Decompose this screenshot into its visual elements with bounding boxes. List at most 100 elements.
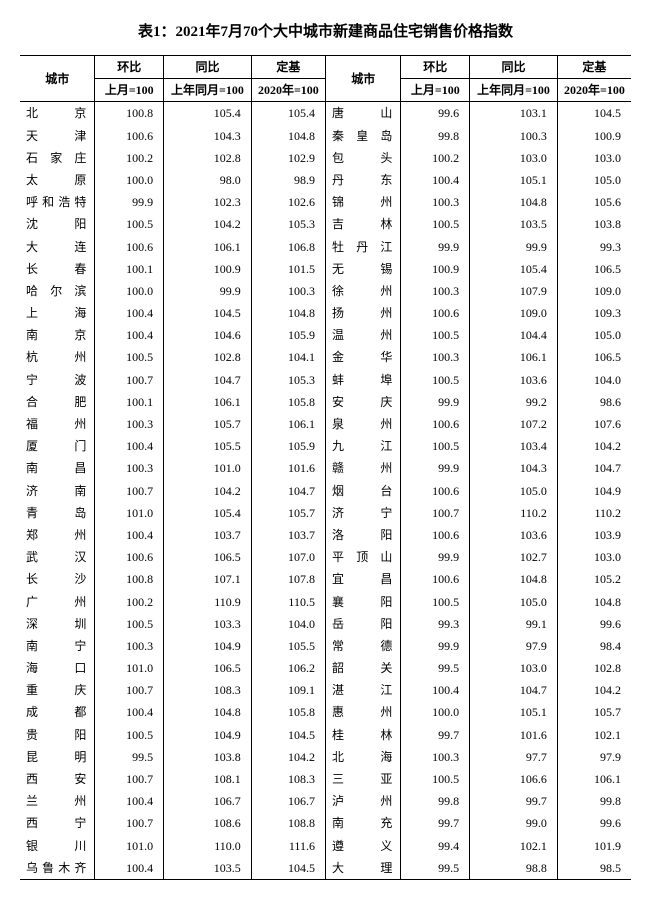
mom-cell: 101.0 xyxy=(95,835,164,857)
city-cell: 常 德 xyxy=(325,635,400,657)
yoy-cell: 105.4 xyxy=(470,258,558,280)
mom-cell: 100.3 xyxy=(95,635,164,657)
yoy-cell: 99.9 xyxy=(470,236,558,258)
hdr-base-right: 定基 xyxy=(557,56,631,79)
mom-cell: 100.3 xyxy=(401,346,470,368)
yoy-cell: 104.9 xyxy=(164,635,252,657)
hdr-mom-left: 环比 xyxy=(95,56,164,79)
city-cell: 哈尔滨 xyxy=(20,280,95,302)
city-cell: 九 江 xyxy=(325,435,400,457)
table-row: 杭 州100.5102.8104.1金 华100.3106.1106.5 xyxy=(20,346,631,368)
mom-cell: 99.8 xyxy=(401,790,470,812)
yoy-cell: 104.7 xyxy=(470,679,558,701)
city-cell: 湛 江 xyxy=(325,679,400,701)
yoy-cell: 102.7 xyxy=(470,546,558,568)
yoy-cell: 99.9 xyxy=(164,280,252,302)
city-cell: 合 肥 xyxy=(20,391,95,413)
table-row: 贵 阳100.5104.9104.5桂 林99.7101.6102.1 xyxy=(20,724,631,746)
city-cell: 安 庆 xyxy=(325,391,400,413)
city-cell: 郑 州 xyxy=(20,524,95,546)
mom-cell: 100.6 xyxy=(401,568,470,590)
yoy-cell: 104.8 xyxy=(470,191,558,213)
base-cell: 103.0 xyxy=(557,147,631,169)
yoy-cell: 103.4 xyxy=(470,435,558,457)
base-cell: 111.6 xyxy=(251,835,325,857)
base-cell: 105.0 xyxy=(557,324,631,346)
mom-cell: 99.4 xyxy=(401,835,470,857)
yoy-cell: 105.1 xyxy=(470,701,558,723)
mom-cell: 100.4 xyxy=(95,857,164,880)
mom-cell: 100.2 xyxy=(401,147,470,169)
mom-cell: 100.8 xyxy=(95,102,164,125)
city-cell: 桂 林 xyxy=(325,724,400,746)
base-cell: 104.2 xyxy=(557,679,631,701)
city-cell: 北 海 xyxy=(325,746,400,768)
city-cell: 长 沙 xyxy=(20,568,95,590)
city-cell: 西 宁 xyxy=(20,812,95,834)
hdr-yoy-left: 同比 xyxy=(164,56,252,79)
yoy-cell: 100.9 xyxy=(164,258,252,280)
city-cell: 大 连 xyxy=(20,236,95,258)
base-cell: 109.0 xyxy=(557,280,631,302)
base-cell: 102.9 xyxy=(251,147,325,169)
mom-cell: 99.3 xyxy=(401,613,470,635)
yoy-cell: 105.5 xyxy=(164,435,252,457)
base-cell: 104.5 xyxy=(251,857,325,880)
mom-cell: 100.4 xyxy=(95,701,164,723)
mom-cell: 100.3 xyxy=(95,457,164,479)
city-cell: 丹 东 xyxy=(325,169,400,191)
city-cell: 上 海 xyxy=(20,302,95,324)
table-row: 福 州100.3105.7106.1泉 州100.6107.2107.6 xyxy=(20,413,631,435)
city-cell: 温 州 xyxy=(325,324,400,346)
mom-cell: 100.7 xyxy=(95,679,164,701)
yoy-cell: 103.3 xyxy=(164,613,252,635)
price-index-table: 城市 环比 同比 定基 城市 环比 同比 定基 上月=100 上年同月=100 … xyxy=(20,55,631,880)
yoy-cell: 106.1 xyxy=(164,391,252,413)
yoy-cell: 105.1 xyxy=(470,169,558,191)
mom-cell: 100.5 xyxy=(95,724,164,746)
city-cell: 福 州 xyxy=(20,413,95,435)
table-row: 重 庆100.7108.3109.1湛 江100.4104.7104.2 xyxy=(20,679,631,701)
base-cell: 98.6 xyxy=(557,391,631,413)
city-cell: 秦皇岛 xyxy=(325,125,400,147)
city-cell: 石家庄 xyxy=(20,147,95,169)
base-cell: 102.8 xyxy=(557,657,631,679)
yoy-cell: 104.5 xyxy=(164,302,252,324)
table-row: 成 都100.4104.8105.8惠 州100.0105.1105.7 xyxy=(20,701,631,723)
city-cell: 唐 山 xyxy=(325,102,400,125)
mom-cell: 99.7 xyxy=(401,812,470,834)
base-cell: 101.9 xyxy=(557,835,631,857)
hdr-base-left: 定基 xyxy=(251,56,325,79)
yoy-cell: 104.9 xyxy=(164,724,252,746)
hdr-mom-sub-right: 上月=100 xyxy=(401,79,470,102)
yoy-cell: 97.7 xyxy=(470,746,558,768)
yoy-cell: 106.6 xyxy=(470,768,558,790)
table-row: 兰 州100.4106.7106.7泸 州99.899.799.8 xyxy=(20,790,631,812)
mom-cell: 100.8 xyxy=(95,568,164,590)
mom-cell: 100.1 xyxy=(95,391,164,413)
city-cell: 深 圳 xyxy=(20,613,95,635)
city-cell: 济 南 xyxy=(20,480,95,502)
hdr-yoy-sub-right: 上年同月=100 xyxy=(470,79,558,102)
mom-cell: 99.5 xyxy=(401,857,470,880)
base-cell: 104.1 xyxy=(251,346,325,368)
city-cell: 重 庆 xyxy=(20,679,95,701)
hdr-base-sub-left: 2020年=100 xyxy=(251,79,325,102)
city-cell: 武 汉 xyxy=(20,546,95,568)
base-cell: 104.0 xyxy=(251,613,325,635)
city-cell: 长 春 xyxy=(20,258,95,280)
base-cell: 98.5 xyxy=(557,857,631,880)
mom-cell: 99.7 xyxy=(401,724,470,746)
table-row: 武 汉100.6106.5107.0平顶山99.9102.7103.0 xyxy=(20,546,631,568)
mom-cell: 100.5 xyxy=(95,213,164,235)
base-cell: 105.7 xyxy=(557,701,631,723)
city-cell: 贵 阳 xyxy=(20,724,95,746)
city-cell: 海 口 xyxy=(20,657,95,679)
city-cell: 南 宁 xyxy=(20,635,95,657)
mom-cell: 100.6 xyxy=(401,413,470,435)
mom-cell: 100.4 xyxy=(95,790,164,812)
yoy-cell: 110.0 xyxy=(164,835,252,857)
city-cell: 西 安 xyxy=(20,768,95,790)
yoy-cell: 108.6 xyxy=(164,812,252,834)
base-cell: 110.5 xyxy=(251,591,325,613)
